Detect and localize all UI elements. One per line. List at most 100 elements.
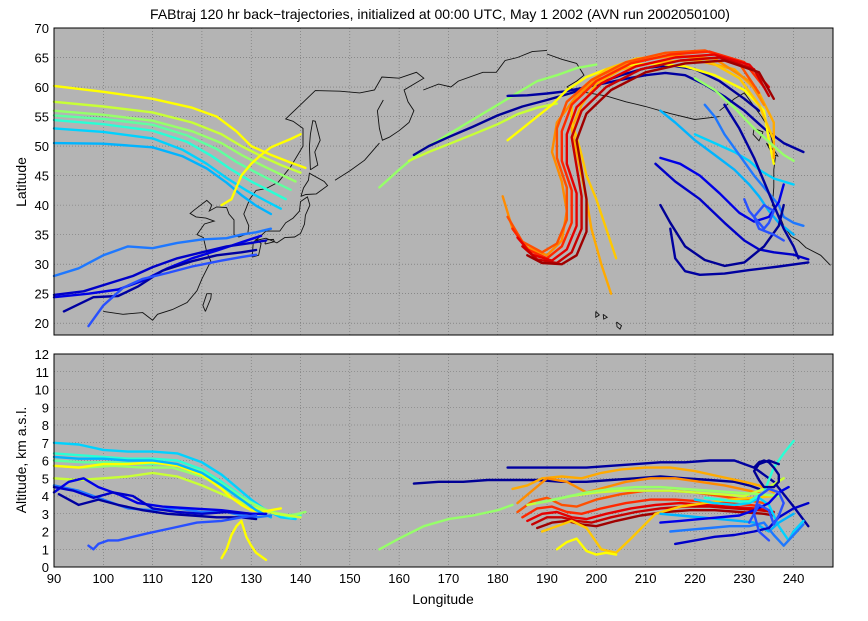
map-trajectory-23 <box>516 53 771 262</box>
coastline <box>334 142 380 181</box>
coastline <box>255 196 311 244</box>
altitude-ytick-label: 3 <box>42 507 49 522</box>
map-trajectory-35 <box>743 197 785 242</box>
map-trajectory-5 <box>52 127 282 210</box>
altitude-trajectory-14 <box>412 475 761 491</box>
map-ytick-label: 45 <box>35 169 49 184</box>
longitude-tick-label: 210 <box>635 571 657 586</box>
altitude-ytick-label: 8 <box>42 418 49 433</box>
coastline <box>595 311 601 319</box>
longitude-tick-label: 150 <box>339 571 361 586</box>
map-trajectory-2 <box>52 109 297 183</box>
altitude-trajectory-34 <box>748 487 785 542</box>
map-ytick-label: 65 <box>35 51 49 66</box>
altitude-axis-label: Altitude, km a.s.l. <box>13 407 29 514</box>
map-trajectory-11 <box>87 253 258 328</box>
altitude-trajectory-18 <box>516 489 766 514</box>
altitude-ytick-label: 9 <box>42 400 49 415</box>
map-trajectory-13 <box>378 63 598 189</box>
map-ytick-label: 50 <box>35 139 49 154</box>
map-trajectory-1 <box>52 100 302 174</box>
longitude-tick-label: 110 <box>142 571 163 586</box>
longitude-tick-label: 170 <box>438 571 460 586</box>
altitude-ytick-label: 0 <box>42 560 49 575</box>
altitude-trajectory-31 <box>659 485 790 524</box>
altitude-trajectory-17 <box>516 477 771 505</box>
altitude-trajectory-13 <box>378 503 514 551</box>
altitude-trajectory-33 <box>752 459 780 489</box>
coastline <box>616 321 623 330</box>
longitude-tick-label: 220 <box>684 571 706 586</box>
altitude-trajectory-26 <box>536 485 780 505</box>
map-ytick-label: 60 <box>35 80 49 95</box>
map-trajectory-7 <box>52 227 273 278</box>
altitude-trajectory-22 <box>536 509 775 530</box>
map-ytick-label: 30 <box>35 257 49 272</box>
altitude-ytick-label: 1 <box>42 542 49 557</box>
map-trajectory-21 <box>506 49 761 254</box>
map-trajectory-6 <box>52 141 273 216</box>
longitude-tick-label: 230 <box>733 571 755 586</box>
altitude-trajectory-24 <box>555 537 618 556</box>
altitude-trajectory-15 <box>506 459 810 528</box>
map-trajectory-10 <box>62 248 258 313</box>
map-trajectory-32 <box>669 227 810 276</box>
altitude-trajectory-32 <box>674 501 810 546</box>
longitude-tick-label: 160 <box>388 571 410 586</box>
map-trajectory-12 <box>220 133 302 207</box>
longitude-tick-label: 240 <box>783 571 805 586</box>
map-trajectory-4 <box>52 118 287 201</box>
coastline <box>602 313 609 320</box>
map-ytick-label: 55 <box>35 110 49 125</box>
altitude-ytick-label: 10 <box>35 383 49 398</box>
longitude-tick-label: 100 <box>92 571 114 586</box>
map-trajectories <box>52 49 810 328</box>
altitude-trajectory-4 <box>52 471 302 519</box>
longitude-axis-label: Longitude <box>412 591 474 607</box>
altitude-trajectory-28 <box>703 439 795 503</box>
longitude-tick-label: 180 <box>487 571 509 586</box>
coastline <box>300 172 329 197</box>
longitude-tick-label: 120 <box>191 571 213 586</box>
coastline <box>308 120 321 171</box>
chart-title: FABtraj 120 hr back−trajectories, initia… <box>150 6 730 22</box>
coastline <box>423 49 548 91</box>
map-trajectory-3 <box>52 114 292 192</box>
altitude-trajectory-16 <box>511 466 775 494</box>
altitude-ytick-label: 7 <box>42 436 49 451</box>
map-trajectory-34 <box>723 103 800 260</box>
altitude-trajectory-11 <box>87 514 258 551</box>
map-trajectory-26 <box>693 76 795 163</box>
altitude-trajectory-29 <box>659 512 795 533</box>
longitude-tick-label: 190 <box>536 571 558 586</box>
altitude-trajectory-10 <box>57 493 258 521</box>
altitude-ytick-label: 2 <box>42 525 49 540</box>
map-frame <box>53 27 834 336</box>
map-ytick-label: 20 <box>35 316 49 331</box>
map-ytick-label: 35 <box>35 228 49 243</box>
longitude-tick-label: 130 <box>240 571 262 586</box>
map-panel: 20 25 30 35 40 45 50 55 60 65 70 Latitude <box>13 21 834 336</box>
longitude-tick-label: 200 <box>585 571 607 586</box>
coastline <box>546 53 585 88</box>
map-trajectory-9 <box>52 239 268 297</box>
longitude-tick-labels: 90 100 110 120 130 140 150 160 170 180 190 200 210 22… <box>47 571 805 586</box>
map-trajectory-14 <box>407 102 559 163</box>
map-trajectory-24 <box>521 56 771 265</box>
map-ytick-label: 25 <box>35 287 49 302</box>
longitude-tick-label: 140 <box>290 571 312 586</box>
map-trajectory-16 <box>506 71 805 154</box>
map-trajectory-33 <box>659 203 785 268</box>
map-ytick-label: 70 <box>35 21 49 36</box>
latitude-tick-labels: 20 25 30 35 40 45 50 55 60 65 70 <box>35 21 49 331</box>
map-trajectory-28 <box>659 109 795 236</box>
altitude-trajectories <box>52 439 810 562</box>
altitude-ytick-label: 11 <box>36 365 50 380</box>
longitude-tick-label: 90 <box>47 571 61 586</box>
map-trajectory-25 <box>526 59 775 266</box>
map-gridlines <box>54 28 833 335</box>
map-plot-area <box>53 27 834 336</box>
